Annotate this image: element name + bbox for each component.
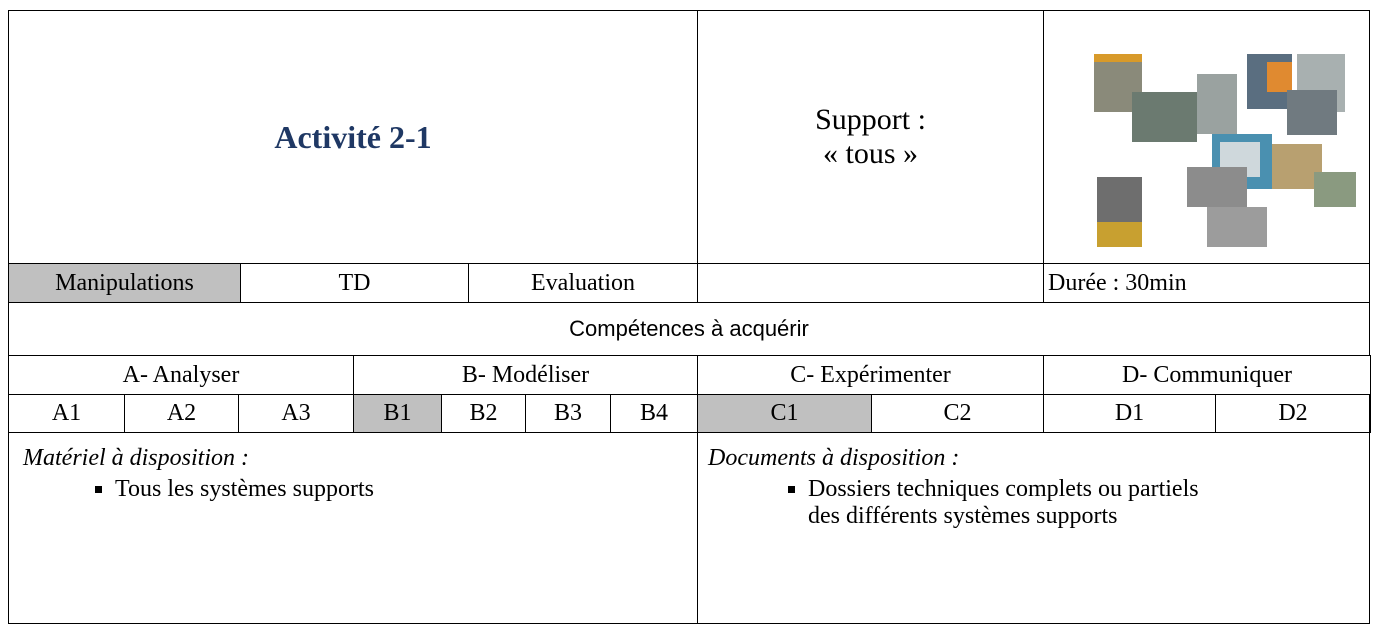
competence-group-cell: D- Communiquer	[1043, 355, 1371, 395]
competence-group: D- Communiquer	[1122, 361, 1292, 388]
competence-code: C2	[943, 400, 972, 426]
competence-group-cell: C- Expérimenter	[697, 355, 1044, 395]
competence-code-cell: C1	[697, 394, 872, 433]
competence-code: D2	[1278, 400, 1308, 426]
duration-cell: Durée : 30min	[1043, 263, 1370, 303]
competence-group: C- Expérimenter	[790, 361, 951, 388]
competence-code-cell: D1	[1043, 394, 1216, 433]
image-cell	[1043, 10, 1370, 264]
documents-list: Dossiers techniques complets ou partiels…	[708, 476, 1228, 530]
materiel-item: Tous les systèmes supports	[115, 476, 374, 503]
competences-heading-cell: Compétences à acquérir	[8, 302, 1370, 356]
mode: Manipulations	[55, 269, 194, 296]
competence-code: B1	[383, 400, 412, 426]
competence-code-cell: B4	[610, 394, 698, 433]
competence-code-cell: A1	[8, 394, 125, 433]
photo-collage	[1093, 54, 1356, 247]
empty-cell	[697, 263, 1044, 303]
competence-code-cell: C2	[871, 394, 1044, 433]
competence-code: A2	[166, 400, 197, 426]
competence-group-cell: A- Analyser	[8, 355, 354, 395]
documents-cell: Documents à disposition : Dossiers techn…	[697, 394, 1370, 624]
competence-code-cell: D2	[1215, 394, 1371, 433]
documents-heading: Documents à disposition :	[708, 445, 960, 471]
mode-cell: Manipulations	[8, 263, 241, 303]
competence-code: B3	[553, 400, 582, 426]
competence-code: C1	[770, 400, 799, 426]
competence-code-cell: A2	[124, 394, 239, 433]
competence-code: A3	[281, 400, 311, 426]
duration: Durée : 30min	[1048, 269, 1187, 296]
competence-code-cell: B2	[441, 394, 526, 433]
materiel-list: Tous les systèmes supports	[23, 476, 374, 503]
support-cell: Support : « tous »	[697, 10, 1044, 264]
support-value: « tous »	[822, 137, 918, 170]
competence-code: B4	[639, 400, 668, 426]
page: Activité 2-1 Support : « tous » Manipula…	[0, 0, 1378, 604]
support-label: Support :	[815, 103, 926, 136]
competence-group-cell: B- Modéliser	[353, 355, 698, 395]
title-cell: Activité 2-1	[8, 10, 698, 264]
competence-group: B- Modéliser	[461, 361, 590, 388]
mode-cell: TD	[240, 263, 469, 303]
mode: Evaluation	[531, 269, 635, 296]
competence-code: D1	[1114, 400, 1145, 426]
competence-code-cell: B3	[525, 394, 611, 433]
documents-item: Dossiers techniques complets ou partiels…	[808, 476, 1228, 530]
materiel-heading: Matériel à disposition :	[23, 445, 249, 471]
competence-code-cell: A3	[238, 394, 354, 433]
competence-group: A- Analyser	[122, 361, 240, 388]
mode: TD	[338, 269, 371, 296]
mode-cell: Evaluation	[468, 263, 698, 303]
competence-code-cell: B1	[353, 394, 442, 433]
competences-heading: Compétences à acquérir	[569, 316, 809, 341]
title: Activité 2-1	[274, 118, 432, 155]
competence-code: B2	[469, 400, 498, 426]
competence-code: A1	[51, 400, 82, 426]
